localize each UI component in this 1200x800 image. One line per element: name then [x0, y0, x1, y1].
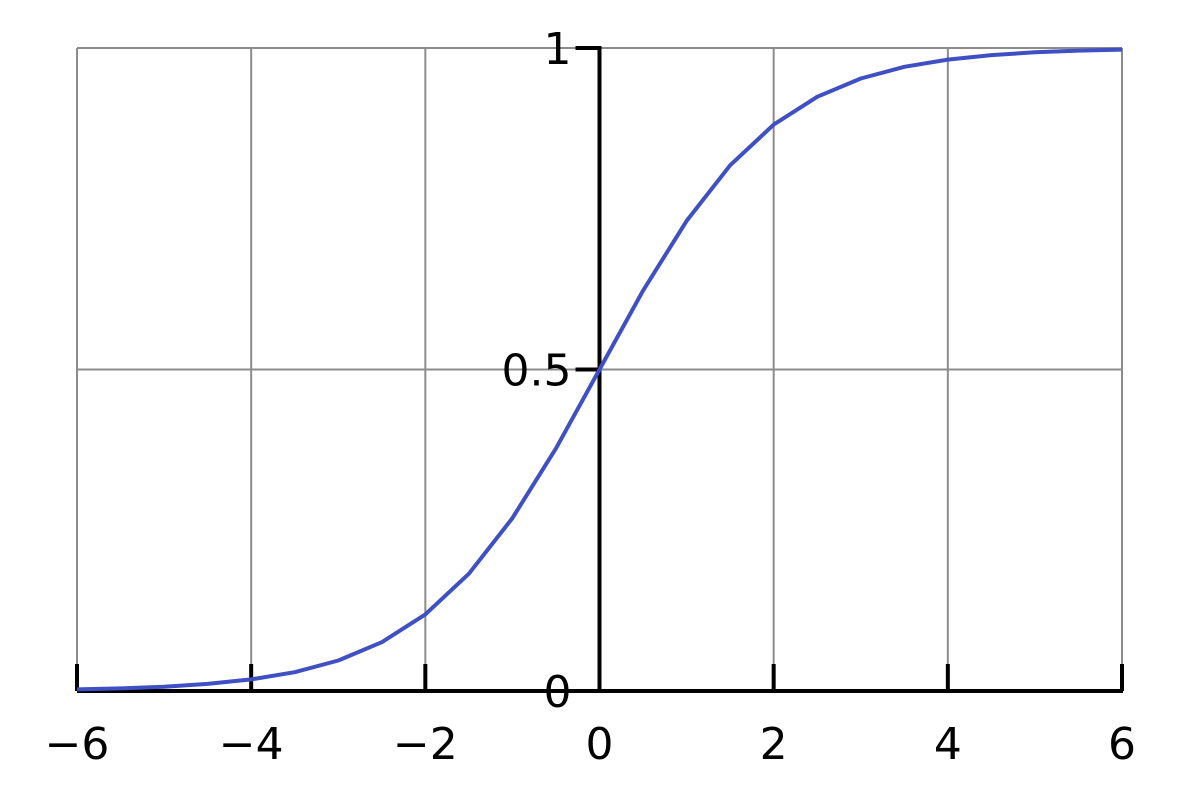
x-tick-label: 2 [760, 719, 788, 770]
y-tick-label: 1 [544, 24, 572, 75]
x-tick-label: −4 [219, 719, 284, 770]
x-tick-label: −6 [45, 719, 110, 770]
axes [75, 46, 1124, 693]
y-tick-label: 0.5 [502, 346, 572, 397]
x-tick-label: 6 [1108, 719, 1136, 770]
sigmoid-curve [76, 47, 1123, 692]
y-tick-label: 0 [544, 667, 572, 718]
x-tick-label: −2 [393, 719, 458, 770]
x-tick-label: 4 [934, 719, 962, 770]
tick-labels: −6 −4 −2 0 2 4 6 0 0.5 1 [45, 24, 1136, 770]
x-tick-label: 0 [586, 719, 614, 770]
